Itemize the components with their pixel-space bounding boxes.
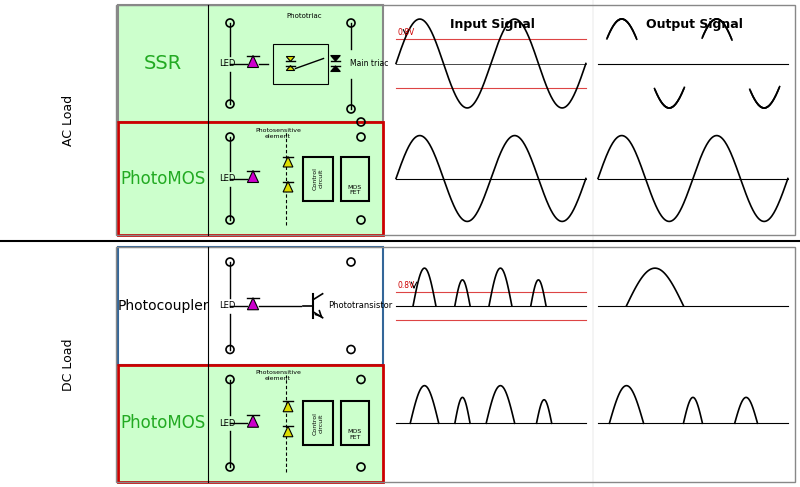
Text: LED: LED — [218, 59, 235, 68]
Polygon shape — [286, 66, 294, 71]
Polygon shape — [247, 170, 258, 183]
Text: SSR: SSR — [144, 54, 182, 73]
Text: PhotoMOS: PhotoMOS — [120, 169, 206, 187]
Bar — [341, 156, 369, 201]
Text: MOS
FET: MOS FET — [348, 185, 362, 195]
Text: LED: LED — [218, 174, 235, 183]
Polygon shape — [247, 415, 258, 427]
Text: LED: LED — [218, 419, 235, 428]
Polygon shape — [283, 426, 293, 437]
Text: 0.8V: 0.8V — [398, 281, 415, 290]
Bar — [116, 5, 795, 235]
Polygon shape — [286, 56, 294, 61]
Polygon shape — [247, 298, 258, 310]
Text: Control
circuit: Control circuit — [313, 167, 323, 190]
Bar — [273, 43, 327, 83]
Text: Photocoupler: Photocoupler — [118, 299, 209, 313]
Polygon shape — [283, 182, 293, 192]
Text: Phototransistor: Phototransistor — [328, 301, 392, 310]
Polygon shape — [330, 56, 340, 61]
FancyBboxPatch shape — [118, 364, 383, 482]
Bar — [341, 401, 369, 445]
Text: DC Load: DC Load — [62, 338, 74, 391]
Polygon shape — [330, 66, 340, 72]
FancyBboxPatch shape — [118, 122, 383, 235]
FancyBboxPatch shape — [118, 247, 383, 364]
Polygon shape — [247, 56, 258, 68]
Polygon shape — [283, 401, 293, 412]
Text: Control
circuit: Control circuit — [313, 412, 323, 435]
Text: Output Signal: Output Signal — [646, 18, 742, 31]
Text: PhotoMOS: PhotoMOS — [120, 414, 206, 432]
Text: Photosensitive
element: Photosensitive element — [255, 128, 301, 139]
Text: MOS
FET: MOS FET — [348, 430, 362, 440]
Text: Main triac: Main triac — [350, 59, 389, 68]
Polygon shape — [283, 156, 293, 167]
FancyBboxPatch shape — [118, 5, 383, 122]
Text: LED: LED — [218, 301, 235, 310]
Bar — [116, 247, 795, 482]
Text: Phototriac: Phototriac — [286, 13, 322, 19]
Text: Input Signal: Input Signal — [450, 18, 534, 31]
Bar — [303, 401, 333, 445]
Text: Photosensitive
element: Photosensitive element — [255, 371, 301, 381]
Bar — [303, 156, 333, 201]
Text: AC Load: AC Load — [62, 94, 74, 146]
Text: 0.8V: 0.8V — [398, 28, 415, 37]
